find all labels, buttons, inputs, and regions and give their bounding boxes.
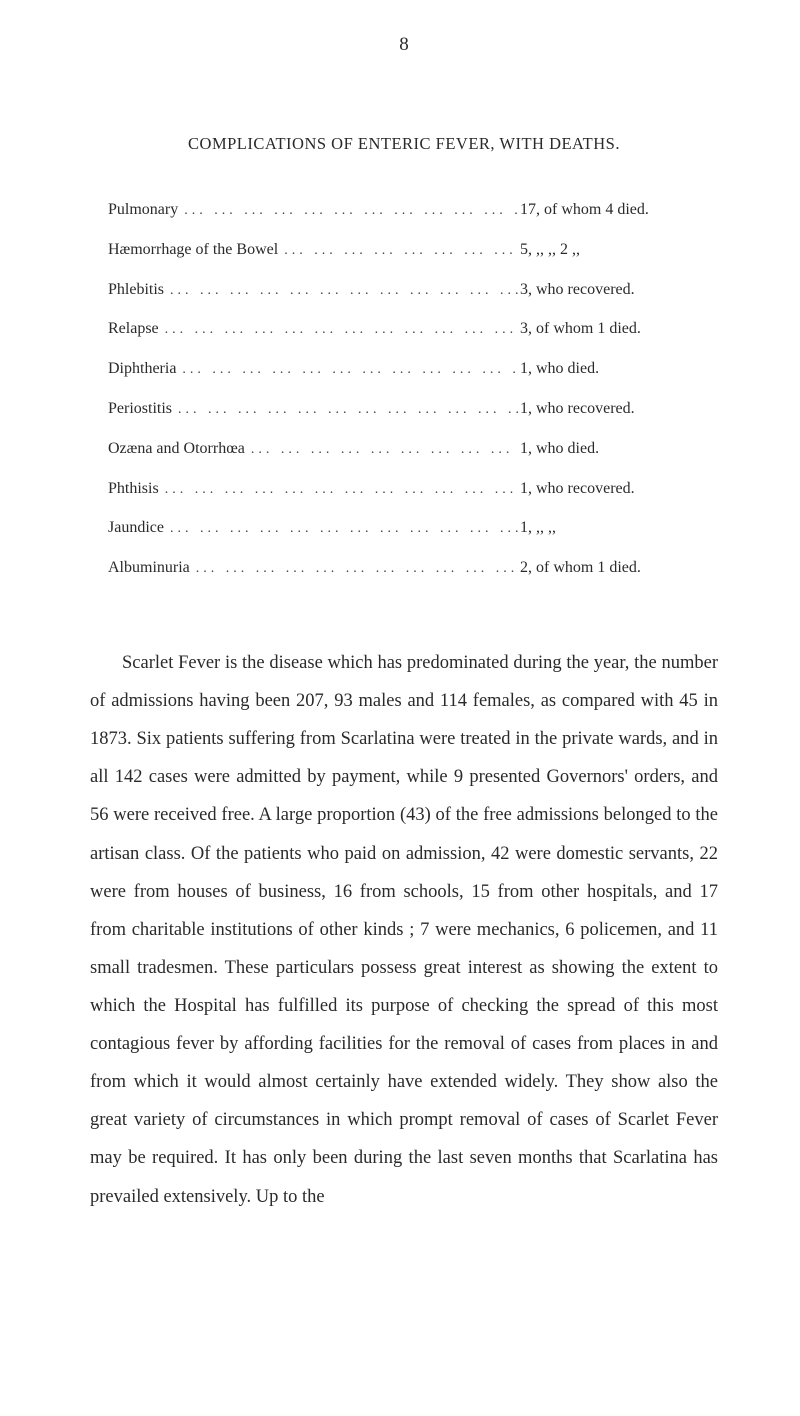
complication-label: Ozæna and Otorrhœa [108, 439, 245, 458]
leader-dots: ... ... ... ... ... ... ... ... ... ... … [159, 322, 520, 339]
complication-row: Phthisis ... ... ... ... ... ... ... ...… [108, 479, 712, 499]
complication-value: 2, of whom 1 died. [520, 558, 712, 577]
leader-dots: ... ... ... ... ... ... ... ... ... ... … [178, 203, 520, 220]
complication-row: Hæmorrhage of the Bowel ... ... ... ... … [108, 240, 712, 260]
complications-list: Pulmonary ... ... ... ... ... ... ... ..… [88, 200, 720, 578]
complication-value: 3, of whom 1 died. [520, 319, 712, 338]
body-paragraph: Scarlet Fever is the disease which has p… [88, 644, 720, 1216]
leader-dots: ... ... ... ... ... ... ... ... ... ... … [159, 482, 520, 499]
leader-dots: ... ... ... ... ... ... ... ... ... ... … [164, 521, 520, 538]
complication-row: Relapse ... ... ... ... ... ... ... ... … [108, 319, 712, 339]
complication-value: 1, who recovered. [520, 479, 712, 498]
leader-dots: ... ... ... ... ... ... ... ... ... ... … [176, 362, 520, 379]
complication-label: Pulmonary [108, 200, 178, 219]
complication-label: Diphtheria [108, 359, 176, 378]
complication-label: Jaundice [108, 518, 164, 537]
complication-label: Periostitis [108, 399, 172, 418]
leader-dots: ... ... ... ... ... ... ... ... ... ... … [190, 561, 520, 578]
complication-value: 5, ,, ,, 2 ,, [520, 240, 712, 259]
complication-value: 17, of whom 4 died. [520, 200, 712, 219]
leader-dots: ... ... ... ... ... ... ... ... ... ... … [245, 442, 520, 459]
complication-label: Relapse [108, 319, 159, 338]
complication-value: 1, ,, ,, [520, 518, 712, 537]
complication-value: 1, who died. [520, 439, 712, 458]
complication-value: 1, who died. [520, 359, 712, 378]
leader-dots: ... ... ... ... ... ... ... ... ... ... … [164, 283, 520, 300]
complication-value: 1, who recovered. [520, 399, 712, 418]
page-number: 8 [88, 34, 720, 56]
complication-value: 3, who recovered. [520, 280, 712, 299]
complication-row: Jaundice ... ... ... ... ... ... ... ...… [108, 518, 712, 538]
complication-row: Diphtheria ... ... ... ... ... ... ... .… [108, 359, 712, 379]
complication-label: Phlebitis [108, 280, 164, 299]
complication-label: Albuminuria [108, 558, 190, 577]
complication-row: Periostitis ... ... ... ... ... ... ... … [108, 399, 712, 419]
complication-label: Phthisis [108, 479, 159, 498]
complication-row: Phlebitis ... ... ... ... ... ... ... ..… [108, 280, 712, 300]
complication-label: Hæmorrhage of the Bowel [108, 240, 278, 259]
complication-row: Albuminuria ... ... ... ... ... ... ... … [108, 558, 712, 578]
leader-dots: ... ... ... ... ... ... ... ... ... ... [278, 243, 520, 260]
section-title: COMPLICATIONS OF ENTERIC FEVER, WITH DEA… [88, 134, 720, 154]
complication-row: Ozæna and Otorrhœa ... ... ... ... ... .… [108, 439, 712, 459]
leader-dots: ... ... ... ... ... ... ... ... ... ... … [172, 402, 520, 419]
complication-row: Pulmonary ... ... ... ... ... ... ... ..… [108, 200, 712, 220]
